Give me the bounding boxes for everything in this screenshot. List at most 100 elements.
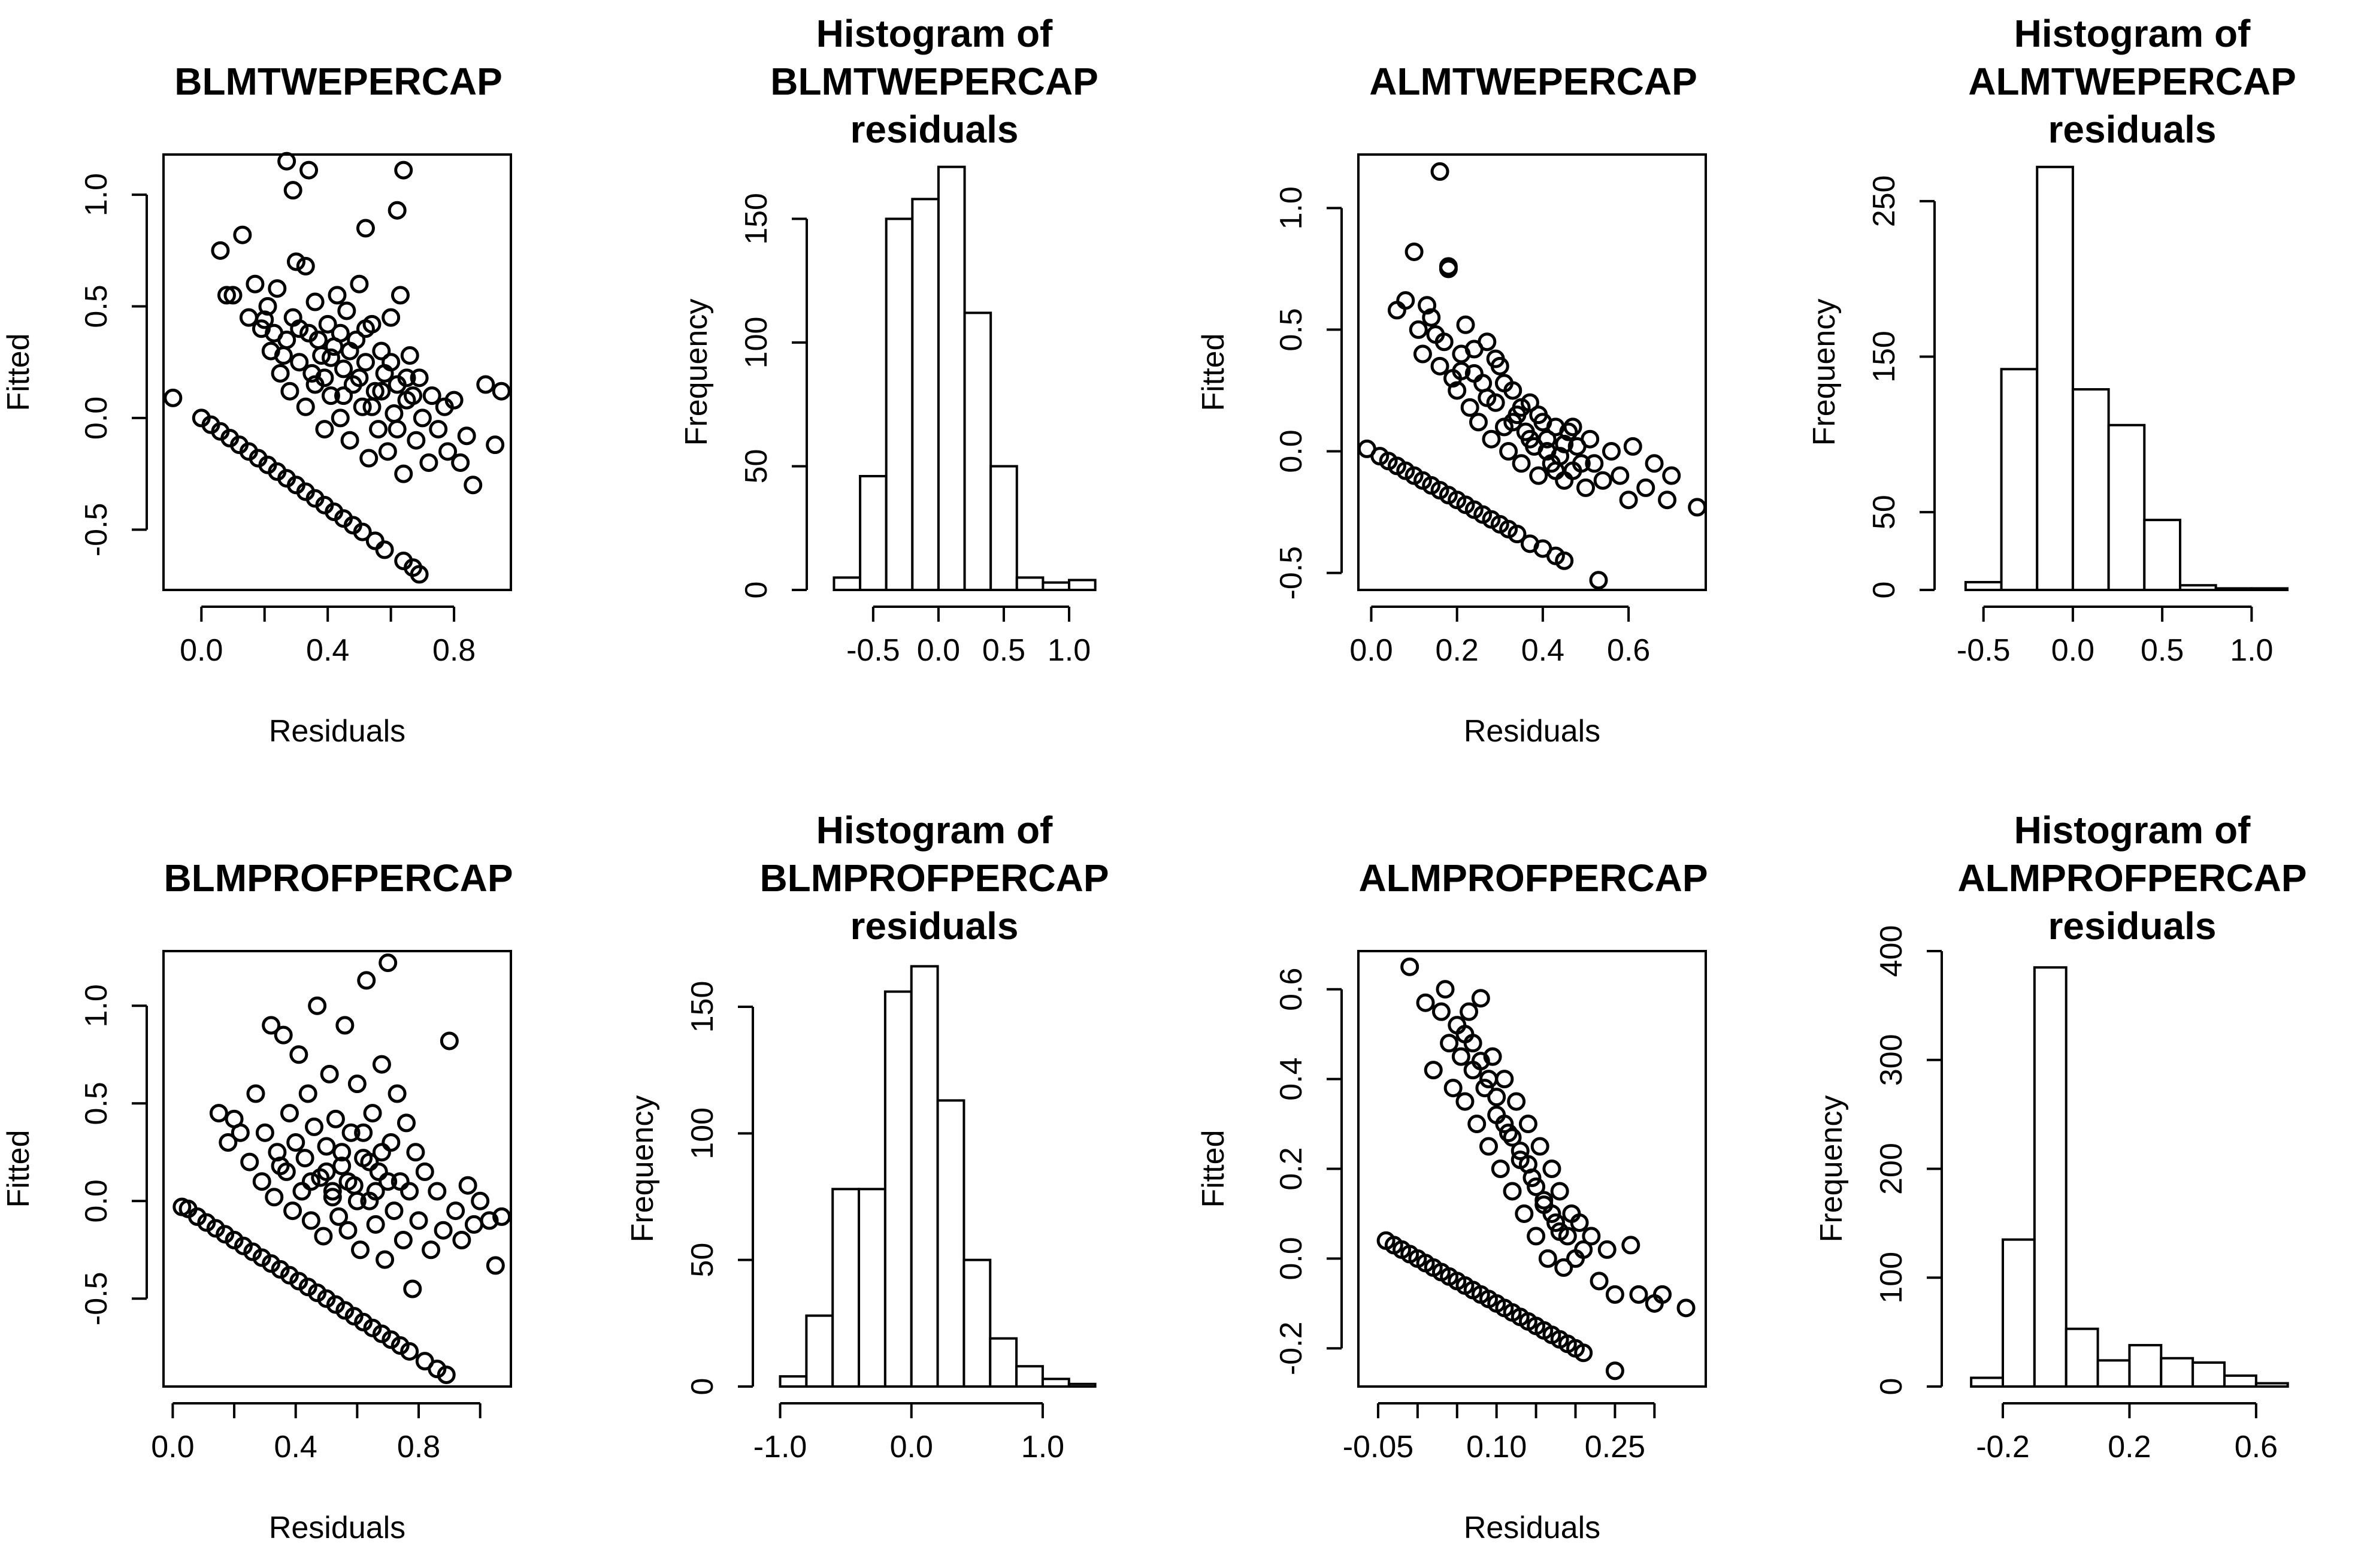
data-point: [388, 201, 407, 220]
panel-3: ALMTWEPERCAP Fitted Residuals 0.0 0.2 0.4 0.6 -…: [1196, 60, 1707, 749]
histogram-bar: [2128, 1343, 2163, 1388]
y-tick-label: 0.5: [1274, 308, 1309, 351]
histogram-bar: [962, 1258, 992, 1388]
data-point: [1469, 413, 1488, 432]
data-point: [318, 314, 337, 334]
data-point: [1511, 1142, 1530, 1161]
data-point: [187, 1207, 207, 1226]
x-tick-label: 0.8: [432, 633, 476, 668]
data-point: [1483, 1047, 1502, 1066]
x-tick-label: 0.0: [1349, 633, 1393, 668]
x-tick-label: 1.0: [1021, 1430, 1064, 1464]
data-point: [280, 1104, 299, 1123]
data-point: [1529, 466, 1548, 485]
y-tick-label: 100: [739, 317, 774, 369]
data-point: [1471, 1052, 1490, 1071]
data-point: [314, 1227, 333, 1246]
data-point: [317, 1137, 336, 1156]
panel-5: BLMPROFPERCAP Fitted Residuals 0.0 0.4 0.8 -0.…: [1, 856, 513, 1545]
data-point: [353, 397, 372, 416]
y-tick-label: 150: [1867, 331, 1902, 383]
data-point: [217, 286, 236, 305]
y-tick-label: 100: [1874, 1252, 1909, 1304]
data-point: [252, 1172, 271, 1191]
histogram-bar: [2065, 1327, 2099, 1388]
data-point: [1396, 291, 1415, 310]
histogram-bar: [2178, 584, 2217, 591]
y-axis-label: Fitted: [1196, 333, 1231, 411]
data-point: [1542, 1160, 1561, 1178]
data-point: [1439, 257, 1458, 276]
data-point: [298, 1084, 317, 1103]
data-point: [1619, 491, 1638, 510]
chart-title: Histogram of BLMTWEPERCAP residuals: [770, 12, 1098, 151]
data-point: [394, 464, 413, 483]
data-point: [409, 1211, 428, 1230]
data-point: [1597, 1240, 1617, 1259]
data-point: [356, 219, 375, 238]
histogram-bar: [805, 1314, 834, 1388]
data-point: [1529, 405, 1548, 425]
data-point: [350, 1240, 370, 1260]
data-point: [326, 1109, 345, 1128]
data-point: [379, 1172, 398, 1191]
histogram-bar: [833, 576, 862, 592]
data-point: [1546, 461, 1565, 480]
data-point: [1499, 441, 1518, 461]
y-tick-label: 0.4: [1274, 1057, 1309, 1100]
data-point: [1409, 320, 1428, 339]
data-point: [1555, 471, 1574, 490]
data-point: [382, 308, 401, 327]
data-point: [265, 323, 284, 343]
histogram-bar: [1042, 581, 1071, 592]
data-point: [403, 1279, 422, 1298]
data-point: [1499, 1124, 1518, 1143]
data-point: [457, 426, 476, 446]
data-point: [366, 1215, 385, 1234]
data-point: [1404, 242, 1424, 261]
data-point: [1572, 454, 1591, 473]
data-point: [1503, 1182, 1522, 1201]
data-point: [385, 1201, 404, 1221]
plot-frame: [162, 950, 512, 1388]
data-point: [268, 279, 287, 298]
histogram-bar: [2143, 519, 2181, 591]
histogram-bar: [885, 217, 914, 592]
data-point: [243, 1242, 262, 1261]
y-axis-label: Fitted: [1196, 1130, 1231, 1207]
data-point: [1518, 1115, 1537, 1134]
data-point: [1416, 993, 1435, 1012]
data-point: [422, 386, 441, 405]
y-tick-label: 0.6: [1274, 968, 1309, 1011]
data-point: [1430, 162, 1449, 181]
data-point: [486, 1256, 505, 1275]
data-point: [428, 1360, 447, 1379]
histogram-bar: [1041, 1378, 1070, 1388]
histogram-bar: [1970, 1376, 2004, 1388]
data-point: [1576, 478, 1596, 497]
y-tick-label: 0.2: [1274, 1147, 1309, 1190]
histogram-bar: [1067, 1382, 1097, 1388]
data-point: [378, 442, 397, 461]
data-point: [1467, 1115, 1487, 1134]
data-point: [1456, 315, 1475, 334]
histogram-bar: [1015, 1365, 1044, 1388]
data-point: [1662, 466, 1681, 485]
data-point: [1478, 388, 1497, 407]
chart-title: BLMPROFPERCAP: [164, 856, 513, 900]
data-point: [429, 420, 448, 439]
y-tick-label: 0: [739, 582, 774, 599]
data-point: [1590, 1272, 1609, 1291]
data-point: [164, 388, 183, 407]
data-point: [1460, 398, 1479, 417]
data-point: [422, 1240, 441, 1260]
data-point: [1460, 1002, 1479, 1021]
data-point: [444, 391, 464, 410]
histogram-bar: [858, 1188, 886, 1388]
y-tick-label: 0.0: [79, 396, 114, 440]
data-point: [1534, 1191, 1554, 1210]
data-point: [271, 364, 290, 383]
x-tick-label: 0.4: [1521, 633, 1564, 668]
x-tick-label: 0.6: [1607, 633, 1650, 668]
data-point: [1688, 498, 1707, 517]
